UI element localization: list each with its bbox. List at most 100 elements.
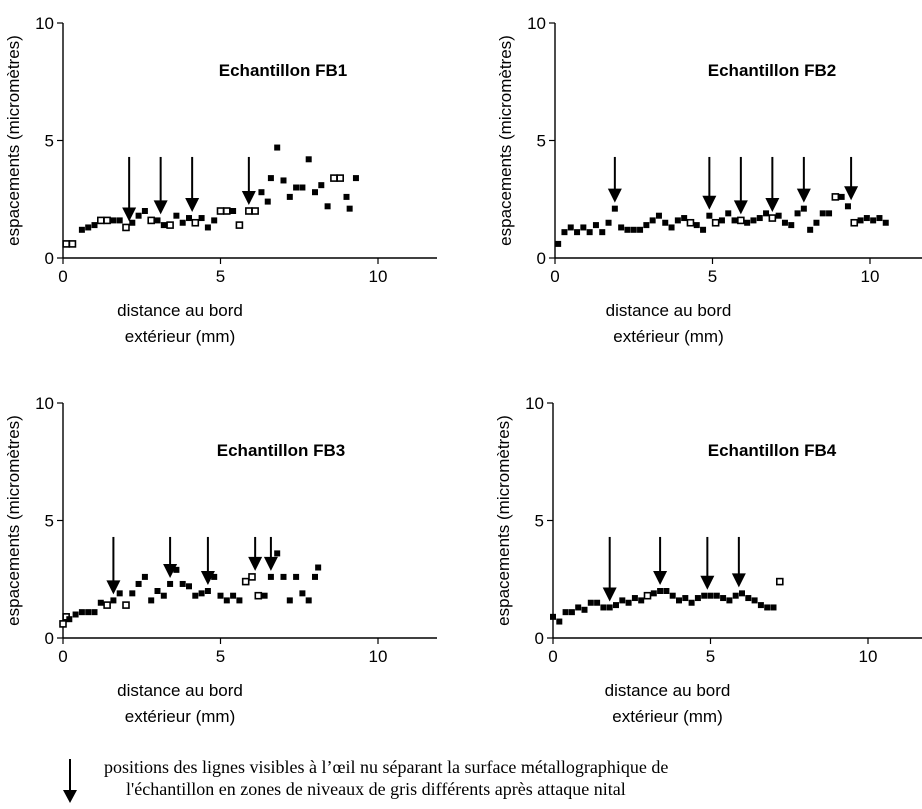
x-axis-label: distance au bord (605, 681, 731, 700)
x-tick-label: 5 (216, 267, 225, 286)
data-point (650, 590, 657, 597)
data-point (141, 208, 148, 214)
data-point (267, 175, 274, 182)
data-point (739, 590, 745, 597)
data-point (261, 592, 268, 599)
data-point (299, 184, 306, 191)
data-point (686, 218, 695, 227)
data-point (103, 216, 111, 225)
arrow-marker-head (248, 556, 263, 571)
data-point (160, 222, 167, 229)
y-axis-label: espacements (micromètres) (4, 415, 23, 626)
y-tick-label: 5 (537, 132, 546, 151)
data-point (592, 222, 599, 229)
data-point (643, 591, 652, 600)
data-point (681, 215, 688, 222)
chart-title: Echantillon FB3 (217, 441, 345, 460)
arrow-marker-head (702, 195, 717, 210)
data-point (254, 591, 263, 600)
data-point (286, 193, 293, 200)
x-axis-label: extérieur (mm) (125, 707, 236, 726)
data-point (293, 184, 300, 191)
legend-arrow-icon (63, 759, 77, 803)
data-point (707, 592, 714, 599)
data-point (91, 609, 98, 616)
legend: positions des lignes visibles à l’œil nu… (60, 756, 900, 806)
x-tick-label: 10 (859, 647, 878, 666)
data-point (586, 229, 593, 236)
data-point (280, 177, 287, 184)
data-point (624, 226, 631, 233)
data-point (657, 588, 664, 594)
data-point (241, 577, 250, 586)
data-point (638, 597, 645, 604)
data-point (574, 229, 581, 236)
x-tick-label: 5 (708, 267, 717, 286)
data-point (230, 208, 237, 214)
data-point (191, 218, 200, 227)
data-point (68, 240, 77, 248)
y-tick-label: 10 (35, 394, 54, 413)
data-point (669, 592, 676, 599)
data-point (756, 215, 763, 222)
data-point (726, 597, 733, 604)
data-point (78, 226, 85, 233)
data-point (764, 604, 771, 611)
data-point (147, 216, 155, 225)
data-point (59, 620, 67, 628)
data-point (110, 597, 117, 604)
data-point (336, 174, 345, 182)
data-point (807, 226, 814, 233)
arrow-marker-head (733, 200, 748, 215)
data-point (186, 583, 192, 590)
arrow-marker-head (263, 556, 278, 571)
data-point (611, 205, 618, 212)
data-point (751, 597, 758, 604)
data-point (116, 217, 123, 224)
y-axis-label: espacements (micromètres) (496, 35, 515, 246)
data-point (167, 580, 174, 587)
data-point (141, 573, 148, 580)
y-tick-label: 10 (527, 14, 546, 33)
data-point (103, 601, 111, 609)
data-point (581, 606, 588, 613)
data-point (701, 592, 708, 599)
data-point (305, 597, 312, 604)
data-point (831, 193, 840, 201)
data-point (737, 216, 745, 225)
data-point (217, 592, 224, 599)
y-tick-label: 5 (45, 132, 54, 151)
legend-line-2: l'échantillon en zones de niveaux de gri… (126, 779, 626, 799)
data-point (116, 590, 123, 597)
data-point (631, 595, 638, 602)
data-point (562, 609, 569, 616)
data-point (352, 175, 359, 182)
x-tick-label: 0 (550, 267, 559, 286)
y-tick-label: 5 (535, 512, 544, 531)
data-point (700, 226, 707, 233)
data-point (882, 219, 889, 226)
data-point (550, 613, 556, 620)
data-point (637, 226, 644, 233)
y-axis-label: espacements (micromètres) (4, 35, 23, 246)
data-point (676, 597, 682, 604)
data-point (768, 214, 777, 222)
arrow-marker-head (796, 188, 811, 203)
data-point (223, 207, 231, 215)
data-point (605, 219, 612, 226)
y-tick-label: 5 (45, 512, 54, 531)
arrow-marker-head (653, 571, 668, 585)
chart-fb1: 0 5 10 0 5 10 Echantillon FB1 espacements (micr… (4, 14, 437, 346)
data-point (682, 595, 689, 602)
data-point (299, 590, 306, 597)
data-point (346, 205, 353, 212)
data-point (688, 599, 695, 606)
data-point (618, 224, 625, 231)
data-point (173, 212, 180, 219)
data-point (876, 215, 883, 222)
data-point (630, 226, 637, 233)
x-axis-label: distance au bord (606, 301, 732, 320)
y-tick-label: 10 (35, 14, 54, 33)
data-point (315, 564, 322, 571)
